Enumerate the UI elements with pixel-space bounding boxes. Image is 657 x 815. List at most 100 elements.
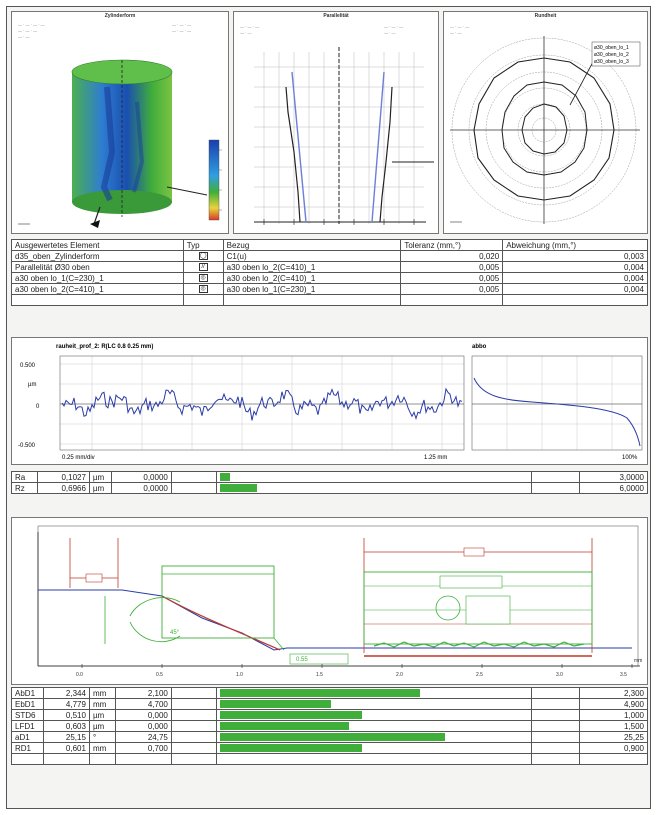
deviation-cell: 0,004	[502, 272, 648, 284]
roundness-panel-title: Rundheit	[534, 13, 557, 19]
svg-text:— · —: — · —	[18, 34, 30, 39]
param-name: LFD1	[11, 720, 44, 732]
contour-results-table: AbD1 2,344 mm 2,100 2,300 EbD1 4,779 mm …	[11, 687, 648, 765]
tolerance-cell: 0,005	[400, 283, 504, 295]
param-value: 0,601	[42, 742, 90, 754]
x-tick: 3.5	[620, 672, 627, 678]
param-upper-limit: 25,25	[579, 731, 648, 743]
svg-text:— · —: — · —	[450, 30, 462, 35]
angle-label: 45°	[170, 630, 180, 636]
param-name: aD1	[11, 731, 44, 743]
param-lower-limit: 0,700	[114, 742, 172, 754]
deviation-cell: 0,003	[502, 250, 648, 262]
param-name: RD1	[11, 742, 44, 754]
svg-text:— · — · — · —: — · — · — · —	[18, 22, 45, 27]
y-axis-bottom-label: -0.500	[18, 443, 36, 449]
polar-legend-2: ø30_oben_lo_2	[594, 52, 629, 58]
type-symbol-icon: ◎	[198, 285, 208, 294]
type-symbol-icon: ◯	[198, 252, 208, 261]
svg-text:— · —: — · —	[240, 30, 252, 35]
param-upper-limit: 0,900	[579, 742, 648, 754]
table-row: a30 oben lo_2(C=410)_1 ◎ a30 oben lo_1(C…	[11, 283, 648, 295]
contour-result-bar	[219, 722, 350, 730]
svg-text:— · — · —: — · — · —	[172, 22, 191, 27]
polar-legend-3: ø30_oben_lo_3	[594, 59, 629, 65]
tolerance-header-row: Ausgewertetes Element Typ Bezug Toleranz…	[11, 239, 648, 251]
header-tolerance: Toleranz (mm,°)	[400, 239, 504, 251]
type-symbol-icon: //	[198, 263, 208, 272]
param-unit: µm	[88, 709, 116, 721]
element-cell: Parallelität Ø30 oben	[11, 261, 184, 273]
svg-text:— · — · —: — · — · —	[18, 28, 37, 33]
param-name: AbD1	[11, 687, 44, 699]
parallelism-panel: Parallelität — · — · — — · — — · — · — — · …	[233, 11, 439, 234]
reference-cell: a30 oben lo_2(C=410)_1	[222, 272, 402, 284]
param-unit: mm	[88, 698, 116, 710]
param-lower-limit: 0,0000	[110, 471, 172, 483]
cylinder-panel-title: Zylinderform	[104, 13, 136, 19]
roughness-profile-line	[61, 387, 463, 421]
abbott-curve	[473, 377, 641, 447]
tolerance-cell: 0,005	[400, 272, 504, 284]
x-tick: 1.0	[236, 672, 243, 678]
table-row: Rz 0,6966 µm 0,0000 6,0000	[11, 482, 648, 494]
type-symbol-icon: ◎	[198, 274, 208, 283]
param-unit: µm	[88, 720, 116, 732]
parallelism-plot: — · — · —— · —— · — · —— · —	[240, 24, 434, 225]
x-axis-left-label: 0.25 mm/div	[62, 455, 95, 461]
x-tick: 0.5	[156, 672, 163, 678]
parallelism-panel-title: Parallelität	[323, 13, 349, 19]
param-name: Rz	[11, 482, 38, 494]
contour-result-bar	[219, 689, 421, 697]
param-upper-limit: 1,000	[579, 709, 648, 721]
table-row: LFD1 0,603 µm 0,000 1,500	[11, 720, 648, 732]
param-lower-limit: 2,100	[114, 687, 172, 699]
roughness-result-bar	[219, 484, 257, 492]
table-row: STD6 0,510 µm 0,000 1,000	[11, 709, 648, 721]
svg-text:— · — · —: — · — · —	[240, 24, 259, 29]
x-tick: 3.0	[556, 672, 563, 678]
tolerance-cell: 0,005	[400, 261, 504, 273]
param-value: 0,510	[42, 709, 90, 721]
table-row: RD1 0,601 mm 0,700 0,900	[11, 742, 648, 754]
svg-text:— · — · —: — · — · —	[172, 28, 191, 33]
tolerance-table: Ausgewertetes Element Typ Bezug Toleranz…	[11, 239, 648, 306]
table-row: Ra 0,1027 µm 0,0000 3,0000	[11, 471, 648, 483]
param-name: Ra	[11, 471, 38, 483]
svg-text:— · — · —: — · — · —	[384, 24, 403, 29]
param-unit: °	[88, 731, 116, 743]
param-unit: mm	[88, 687, 116, 699]
roundness-panel: Rundheit — · — · — — · — ø30_oben_lo_1 ø3…	[443, 11, 648, 234]
element-cell: a30 oben lo_2(C=410)_1	[11, 283, 184, 295]
table-row: aD1 25,15 ° 24,75 25,25	[11, 731, 648, 743]
cylinder-form-panel: Zylinderform — · — ·	[11, 11, 229, 234]
x-tick: 1.5	[316, 672, 323, 678]
param-lower-limit: 0,0000	[110, 482, 172, 494]
table-row-empty	[11, 753, 648, 765]
contour-plot: 45° 0.55 0.0 0.5	[37, 525, 642, 678]
svg-text:— · —: — · —	[384, 30, 396, 35]
param-unit: mm	[88, 742, 116, 754]
roughness-result-bar	[219, 473, 231, 481]
x-tick: 0.0	[76, 672, 83, 678]
contour-result-bar	[219, 700, 331, 708]
contour-result-bar	[219, 744, 362, 752]
reference-cell: a30 oben lo_1(C=230)_1	[222, 283, 402, 295]
param-value: 25,15	[42, 731, 90, 743]
header-element: Ausgewertetes Element	[11, 239, 184, 251]
polar-legend-1: ø30_oben_lo_1	[594, 45, 629, 51]
param-upper-limit: 2,300	[579, 687, 648, 699]
x-axis-right-label: 1.25 mm	[424, 455, 447, 461]
param-value: 0,1027	[36, 471, 90, 483]
param-upper-limit: 3,0000	[579, 471, 648, 483]
roughness-title: rauheit_prof_2: R(LC 0.8 0.25 mm)	[56, 344, 153, 350]
header-reference: Bezug	[222, 239, 402, 251]
cylinder-3d-view: — · — · — · —— · — · —— · — — · — · —— ·…	[18, 22, 222, 228]
header-type: Typ	[182, 239, 224, 251]
y-axis-top-label: 0.500	[20, 363, 36, 369]
param-unit: µm	[88, 482, 112, 494]
param-upper-limit: 6,0000	[579, 482, 648, 494]
x-axis-unit: mm	[634, 658, 642, 664]
param-value: 4,779	[42, 698, 90, 710]
param-upper-limit: 4,900	[579, 698, 648, 710]
